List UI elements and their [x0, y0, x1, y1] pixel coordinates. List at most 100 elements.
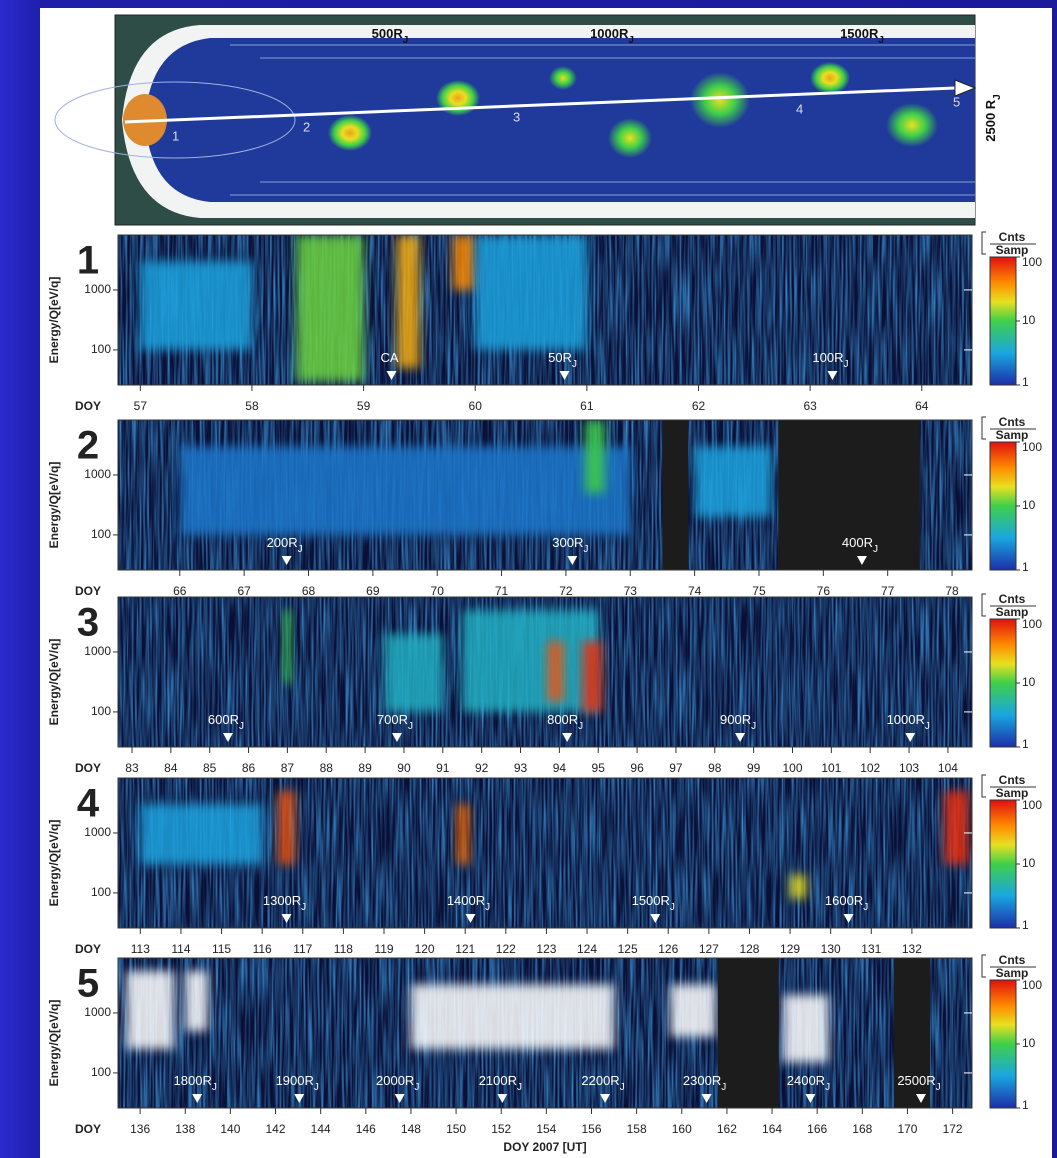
x-tick-label: 64 [915, 399, 929, 413]
label-sub: J [628, 35, 634, 46]
x-tick-label: 57 [134, 399, 148, 413]
intensity-region [585, 420, 605, 494]
x-tick-label: 142 [266, 1122, 286, 1136]
colorbar-bracket [981, 416, 986, 440]
marker-sub: J [414, 1082, 419, 1093]
marker-sub: J [408, 721, 413, 732]
x-tick-label: 113 [131, 942, 150, 956]
label-text: 2500 R [983, 99, 998, 142]
marker-text: 600R [208, 712, 239, 727]
intensity-region [452, 235, 476, 290]
x-tick-label: 93 [514, 761, 528, 775]
distance-marker [281, 914, 292, 923]
x-tick-label: 74 [688, 584, 702, 598]
marker-text: 1900R [276, 1073, 314, 1088]
plot-area [118, 235, 972, 385]
colorbar-tick-label: 1 [1022, 1098, 1029, 1112]
y-tick-label: 100 [91, 527, 111, 541]
x-tick-label: 63 [803, 399, 817, 413]
x-tick-label: 98 [708, 761, 722, 775]
x-tick-label: 59 [357, 399, 371, 413]
marker-sub: J [314, 1082, 319, 1093]
x-tick-label: 172 [943, 1122, 963, 1136]
marker-label: 50RJ [548, 350, 577, 370]
x-tick-label: 78 [945, 584, 959, 598]
marker-sub: J [583, 544, 588, 555]
distance-marker [465, 914, 476, 923]
x-tick-label: 123 [536, 942, 556, 956]
marker-sub: J [298, 544, 303, 555]
trajectory-arrow [954, 79, 977, 97]
x-tick-label: 87 [281, 761, 295, 775]
intensity-region [457, 804, 470, 865]
distance-marker [735, 733, 746, 742]
x-tick-label: 166 [807, 1122, 827, 1136]
plot-area [118, 958, 972, 1108]
x-tick-label: 158 [627, 1122, 647, 1136]
marker-sub: J [239, 721, 244, 732]
y-tick-label: 100 [91, 885, 111, 899]
y-tick-label: 100 [91, 342, 111, 356]
plasmoid [328, 115, 372, 151]
segment-label: 4 [796, 101, 803, 116]
marker-text: 1500R [632, 893, 670, 908]
x-tick-label: 160 [672, 1122, 692, 1136]
colorbar-tick-label: 100 [1022, 440, 1042, 454]
y-axis-title: Energy/Q[eV/q] [47, 277, 61, 364]
marker-text: 2200R [581, 1073, 619, 1088]
x-axis-title: DOY 2007 [UT] [503, 1140, 586, 1154]
intensity-region [179, 446, 631, 535]
trajectory [124, 86, 956, 124]
x-tick-label: 69 [366, 584, 380, 598]
x-tick-label: 115 [212, 942, 231, 956]
data-gap [778, 420, 920, 570]
x-prefix: DOY [75, 1122, 101, 1136]
x-tick-label: 126 [658, 942, 678, 956]
intensity-region [410, 984, 615, 1050]
marker-label: 1600RJ [825, 893, 868, 913]
colorbar-tick-label: 10 [1022, 856, 1036, 870]
distance-label: 1000RJ [590, 26, 634, 46]
x-tick-label: 121 [455, 942, 475, 956]
x-tick-label: 86 [242, 761, 256, 775]
x-tick-label: 132 [902, 942, 922, 956]
x-tick-label: 148 [401, 1122, 421, 1136]
x-tick-label: 164 [762, 1122, 782, 1136]
segment-label: 3 [513, 109, 520, 124]
x-tick-label: 117 [293, 942, 312, 956]
distance-marker [562, 733, 573, 742]
x-tick-label: 128 [739, 942, 759, 956]
distance-marker [394, 1094, 405, 1103]
distance-marker [567, 556, 578, 565]
x-tick-label: 103 [899, 761, 919, 775]
label-text: 1000R [590, 26, 629, 41]
distance-marker [856, 556, 867, 565]
distance-marker [843, 914, 854, 923]
intensity-region [140, 261, 252, 350]
marker-label: 900RJ [720, 712, 756, 732]
distance-marker [281, 556, 292, 565]
x-tick-label: 116 [253, 942, 272, 956]
x-tick-label: 70 [431, 584, 445, 598]
marker-sub: J [485, 902, 490, 913]
marker-text: 300R [552, 535, 583, 550]
x-tick-label: 122 [496, 942, 516, 956]
x-tick-label: 91 [436, 761, 450, 775]
marker-text: 400R [842, 535, 873, 550]
x-tick-label: 127 [699, 942, 719, 956]
y-axis-title: Energy/Q[eV/q] [47, 820, 61, 907]
plasmoid [549, 66, 577, 90]
marker-text: 2500R [897, 1073, 935, 1088]
end-label: 2500 RJ [983, 94, 1003, 141]
distance-marker [559, 371, 570, 380]
marker-text: 1800R [174, 1073, 212, 1088]
marker-label: CA [380, 350, 398, 365]
x-tick-label: 129 [780, 942, 800, 956]
distance-marker [701, 1094, 712, 1103]
intensity-region [783, 994, 829, 1063]
plasmoid [886, 103, 938, 147]
colorbar-tick-label: 1 [1022, 375, 1029, 389]
x-tick-label: 170 [897, 1122, 917, 1136]
x-tick-label: 144 [311, 1122, 331, 1136]
spectrogram-panel: 1800RJ 1900RJ 2000RJ 2100RJ 2200RJ 2300RJ 2400… [47, 953, 1042, 1154]
